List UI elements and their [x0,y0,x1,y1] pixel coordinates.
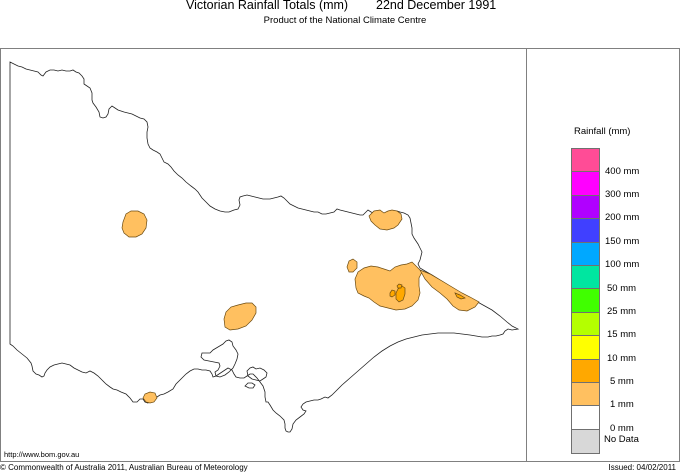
legend-label-10: 10 mm [607,353,637,364]
legend-swatch-400plus [572,149,599,173]
legend-label-25: 25 mm [607,306,637,317]
legend-label-15: 15 mm [607,329,637,340]
map-title-row: Victorian Rainfall Totals (mm) 22nd Dece… [0,0,680,14]
legend-swatch-no-data [572,429,599,454]
legend-swatch-300 [572,172,599,196]
legend-swatch-10 [572,336,599,360]
port-phillip-bay [200,339,239,378]
legend-swatch-1 [572,382,599,407]
legend-title: Rainfall (mm) [574,126,631,137]
legend-label-300: 300 mm [605,189,640,200]
legend-swatch-200 [572,195,599,220]
state-outline [9,61,520,433]
rain-area-east-coast [419,269,480,312]
rain-area-moderate-4 [454,292,466,300]
issued-date: Issued: 04/02/2011 [608,463,676,472]
rain-area-small-east [346,258,358,273]
legend-divider [526,48,527,461]
legend-label-no-data: No Data [604,434,639,445]
rain-area-west-central [223,302,257,331]
legend-swatch-25 [572,289,599,313]
rain-area-south-west-coast [142,391,158,404]
legend-swatch-100 [572,242,599,266]
source-url[interactable]: http://www.bom.gov.au [4,450,80,459]
rain-area-east-gippsland [354,261,423,311]
western-port [244,366,268,389]
legend-color-bar [571,148,600,455]
legend-label-0: 0 mm [610,423,634,434]
legend-swatch-5 [572,359,599,383]
rain-area-moderate-3 [396,283,403,289]
legend-label-400: 400 mm [605,166,640,177]
copyright-notice: © Commonwealth of Australia 2011, Austra… [0,463,248,472]
legend-label-50: 50 mm [607,283,637,294]
map-title: Victorian Rainfall Totals (mm) [186,0,349,12]
legend-label-5: 5 mm [610,376,634,387]
victoria-map [9,61,520,433]
legend-label-150: 150 mm [605,236,640,247]
legend-label-200: 200 mm [605,212,640,223]
rain-area-north-east [368,209,403,231]
rain-area-moderate-2 [389,289,396,298]
legend-swatch-150 [572,219,599,243]
legend-swatch-15 [572,312,599,337]
legend-label-1: 1 mm [610,399,634,410]
map-date: 22nd December 1991 [376,0,497,12]
legend-label-100: 100 mm [605,259,640,270]
map-subtitle: Product of the National Climate Centre [263,15,427,26]
legend-swatch-0 [572,406,599,430]
rain-area-west-north [121,210,148,238]
legend-swatch-50 [572,265,599,290]
